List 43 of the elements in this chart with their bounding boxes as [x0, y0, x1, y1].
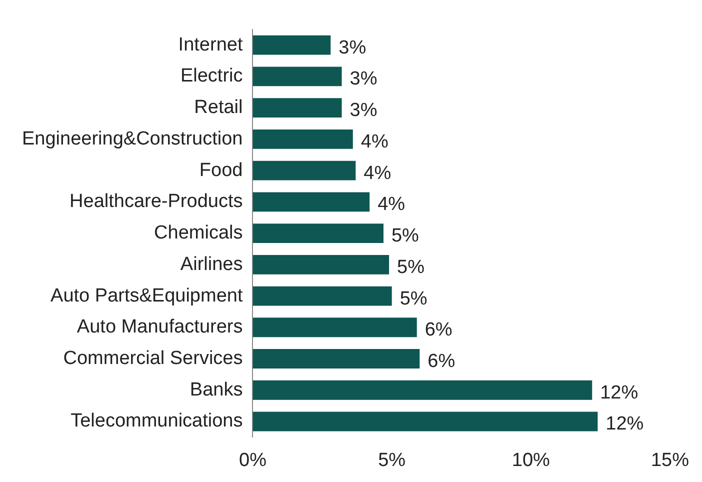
- y-tick-label: Airlines: [180, 254, 243, 275]
- y-tick-label: Engineering&Construction: [22, 128, 243, 150]
- bar: [252, 66, 342, 86]
- data-label: 12%: [600, 382, 638, 404]
- y-tick-label: Chemicals: [154, 222, 243, 244]
- bar: [252, 160, 356, 180]
- data-label: 5%: [397, 256, 425, 278]
- x-tick-label: 15%: [650, 450, 690, 471]
- x-tick-label: 10%: [512, 450, 550, 471]
- y-tick-label: Internet: [178, 34, 244, 56]
- data-label: 5%: [391, 226, 420, 247]
- data-label: 4%: [360, 131, 388, 152]
- bar: [252, 35, 331, 55]
- bar: [252, 318, 417, 338]
- bar: [252, 129, 353, 149]
- y-tick-label: Retail: [194, 97, 243, 118]
- data-label: 12%: [606, 414, 644, 435]
- data-label: 5%: [400, 288, 428, 310]
- bar: [252, 98, 342, 118]
- data-label: 3%: [350, 100, 378, 122]
- y-tick-label: Telecommunications: [70, 410, 243, 432]
- y-tick-label: Auto Parts&Equipment: [50, 285, 244, 306]
- data-label: 3%: [350, 68, 378, 90]
- y-tick-label: Healthcare-Products: [70, 191, 243, 212]
- data-label: 6%: [424, 320, 452, 341]
- data-label: 6%: [428, 351, 456, 372]
- data-label: 3%: [338, 37, 366, 58]
- bar: [252, 349, 420, 368]
- x-tick-label: 0%: [239, 450, 267, 471]
- bar: [252, 286, 392, 306]
- bar: [252, 192, 370, 212]
- bar: [252, 380, 592, 400]
- x-tick-label: 5%: [378, 450, 406, 471]
- bar: [252, 412, 598, 432]
- data-label: 4%: [364, 162, 392, 184]
- bar: [252, 224, 384, 244]
- bar: [252, 254, 390, 274]
- y-tick-label: Auto Manufacturers: [76, 316, 243, 338]
- y-tick-label: Food: [199, 160, 243, 181]
- y-tick-label: Commercial Services: [63, 348, 243, 370]
- y-tick-label: Electric: [180, 66, 243, 87]
- y-tick-label: Banks: [190, 379, 243, 400]
- data-label: 4%: [378, 194, 406, 216]
